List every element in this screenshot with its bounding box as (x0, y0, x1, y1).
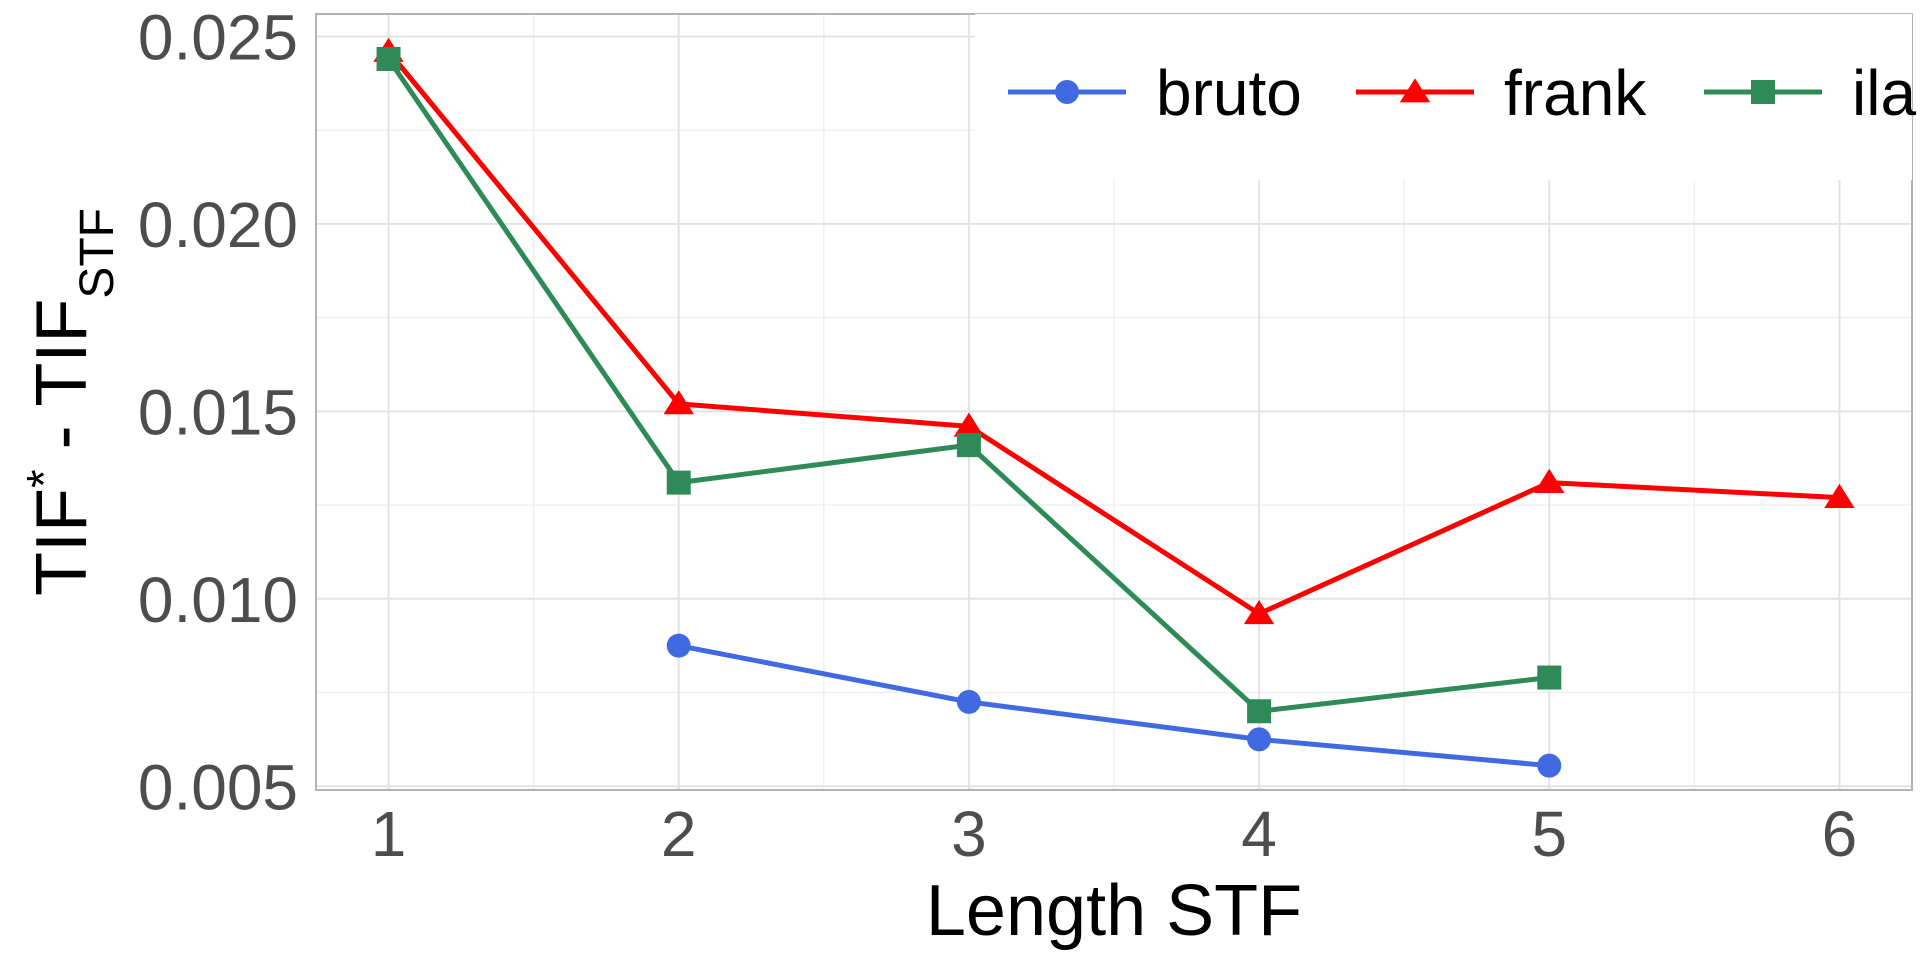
data-point-bruto (1537, 753, 1562, 778)
x-tick-label: 6 (1822, 798, 1858, 870)
legend: bruto frank ila (975, 14, 1916, 180)
y-axis-title-subscript: STF (71, 208, 124, 299)
data-point-ila (1247, 699, 1272, 724)
y-tick-label: 0.010 (138, 564, 298, 636)
x-axis-title: Length STF (926, 871, 1302, 951)
legend-label-bruto: bruto (1156, 57, 1302, 129)
y-axis-title-superscript: * (18, 469, 71, 488)
x-tick-label: 3 (951, 798, 987, 870)
y-axis-tick-labels: 0.005 0.010 0.015 0.020 0.025 (138, 1, 298, 823)
x-tick-label: 2 (661, 798, 697, 870)
y-tick-label: 0.015 (138, 376, 298, 448)
legend-item-bruto: bruto (1008, 57, 1302, 129)
y-tick-label: 0.020 (138, 189, 298, 261)
data-point-ila (376, 46, 401, 71)
data-point-ila (666, 470, 691, 495)
data-point-frank (1534, 468, 1565, 493)
data-point-bruto (666, 633, 691, 658)
x-tick-label: 1 (371, 798, 407, 870)
x-axis-tick-labels: 1 2 3 4 5 6 (371, 798, 1858, 870)
data-point-bruto (956, 689, 981, 714)
y-tick-label: 0.005 (138, 751, 298, 823)
data-point-ila (956, 433, 981, 458)
data-point-frank (1824, 483, 1855, 508)
y-axis-title-second: TIF (22, 299, 102, 407)
legend-key-marker-ila (1751, 80, 1775, 104)
data-point-frank (953, 412, 985, 437)
x-tick-label: 4 (1241, 798, 1277, 870)
series-layer (373, 37, 1855, 778)
data-point-frank (1243, 600, 1275, 625)
data-point-ila (1537, 665, 1562, 690)
y-axis-title: TIF* - TIFSTF (18, 208, 124, 596)
legend-key-marker-bruto (1055, 80, 1079, 104)
legend-item-ila: ila (1704, 57, 1916, 129)
y-axis-title-main: TIF (22, 488, 102, 596)
data-point-bruto (1247, 727, 1272, 752)
x-tick-label: 5 (1531, 798, 1567, 870)
series-bruto (666, 633, 1562, 778)
series-ila (376, 46, 1562, 724)
legend-label-ila: ila (1852, 57, 1916, 129)
data-point-frank (663, 390, 694, 415)
y-axis-title-separator: - (22, 407, 102, 470)
y-tick-label: 0.025 (138, 1, 298, 73)
legend-item-frank: frank (1356, 57, 1647, 129)
series-line-bruto (678, 643, 1550, 769)
series-line-frank (386, 49, 1840, 617)
legend-key-marker-frank (1399, 78, 1431, 103)
legend-label-frank: frank (1504, 57, 1647, 129)
